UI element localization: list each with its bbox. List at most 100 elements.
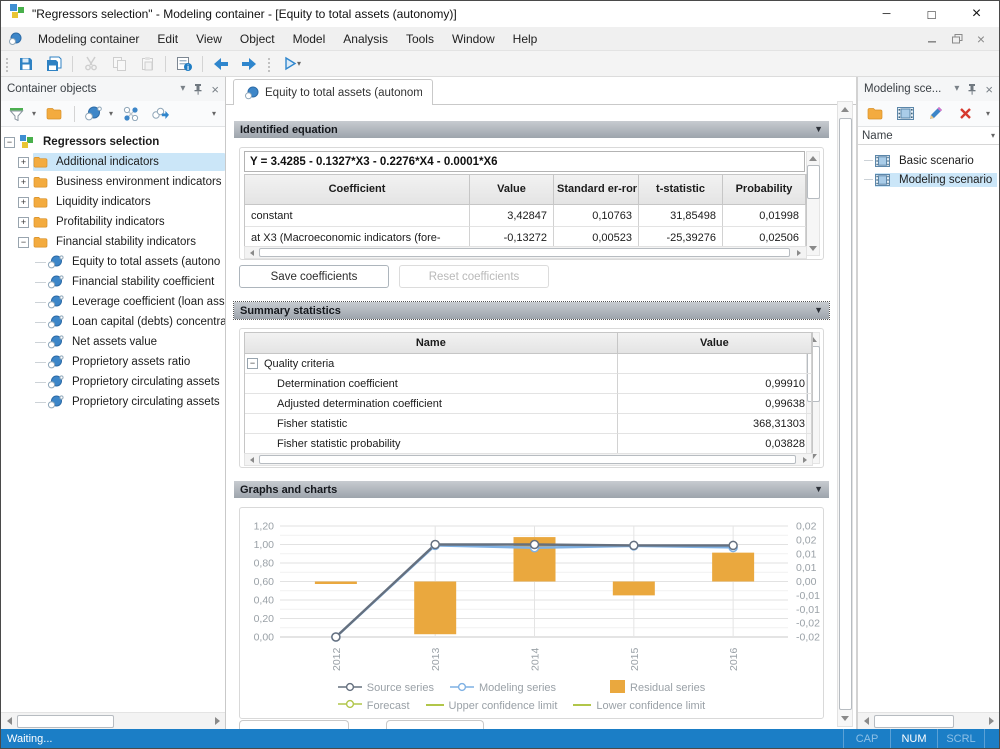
close-button[interactable]: × (971, 5, 982, 22)
tree-item-regressors-selection[interactable]: − Regressors selection (1, 132, 225, 152)
scroll-down-arrow[interactable] (805, 242, 821, 255)
model-dropdown-caret[interactable]: ▾ (109, 108, 114, 118)
tree-item-loan-capital-debts-concentra[interactable]: Loan capital (debts) concentra (1, 312, 225, 332)
maximize-button[interactable]: □ (927, 6, 936, 22)
panel-menu-caret[interactable]: ▾ (180, 83, 186, 94)
link-run-button[interactable] (149, 103, 173, 125)
column-header-0[interactable]: Coefficient (245, 175, 470, 205)
tree-item-financial-stability-indicators[interactable]: − Financial stability indicators (1, 232, 225, 252)
menu-item-modeling-container[interactable]: Modeling container (38, 31, 140, 46)
tree-expander[interactable]: + (18, 196, 29, 208)
filter-dropdown-caret[interactable]: ▾ (32, 108, 37, 118)
run-dropdown-caret[interactable]: ▾ (296, 58, 301, 68)
panel-close-icon[interactable]: × (985, 81, 993, 97)
menu-item-object[interactable]: Object (239, 31, 275, 46)
edit-scenario-button[interactable] (923, 103, 947, 125)
tree-expander[interactable]: + (18, 156, 29, 168)
menu-item-tools[interactable]: Tools (405, 31, 434, 46)
scroll-up-arrow[interactable] (805, 333, 821, 346)
panel-close-icon[interactable]: × (211, 81, 219, 97)
table-row[interactable]: constant 3,42847 0,10763 31,85498 0,01998 (245, 205, 806, 227)
new-model-button[interactable] (83, 103, 103, 125)
back-button[interactable] (209, 53, 233, 75)
hidden-section-button[interactable] (239, 720, 349, 729)
table-row[interactable]: Fisher statistic 368,31303 (245, 414, 812, 434)
column-header-1[interactable]: Value (617, 333, 812, 354)
scroll-up-arrow[interactable] (805, 152, 821, 165)
table-row[interactable]: − Quality criteria (245, 354, 812, 374)
properties-button[interactable]: i (172, 53, 196, 75)
column-header-3[interactable]: t-statistic (639, 175, 723, 205)
tree-item-proprietory-assets-ratio[interactable]: Proprietory assets ratio (1, 352, 225, 372)
scroll-thumb[interactable] (259, 248, 790, 257)
main-vscrollbar[interactable] (837, 101, 853, 727)
scroll-right-arrow[interactable] (209, 714, 225, 729)
tree-expander[interactable]: + (18, 176, 29, 188)
tree-item-additional-indicators[interactable]: + Additional indicators (1, 152, 225, 172)
menu-item-analysis[interactable]: Analysis (343, 31, 388, 46)
new-folder-button[interactable] (42, 103, 66, 125)
collapse-arrow-icon[interactable]: ▼ (814, 305, 823, 315)
tree-expander[interactable]: + (18, 216, 29, 228)
left-panel-hscrollbar[interactable] (1, 712, 225, 729)
new-scenario-button[interactable] (893, 103, 917, 125)
pin-icon[interactable] (193, 83, 203, 95)
table-row[interactable]: Determination coefficient 0,99910 (245, 374, 812, 394)
collapse-arrow-icon[interactable]: ▼ (814, 484, 823, 494)
tree-item-proprietory-circulating-assets[interactable]: Proprietory circulating assets (1, 392, 225, 412)
scroll-right-arrow[interactable] (792, 247, 806, 258)
identified-equation-header[interactable]: Identified equation ▼ (234, 121, 829, 138)
scroll-thumb[interactable] (259, 455, 796, 464)
scroll-left-arrow[interactable] (245, 247, 259, 258)
toolbar-overflow-caret[interactable]: ▾ (985, 108, 990, 118)
scenario-folder-button[interactable] (863, 103, 887, 125)
tree-expander[interactable]: − (4, 136, 15, 148)
table-row[interactable]: Adjusted determination coefficient 0,9963… (245, 394, 812, 414)
right-panel-hscrollbar[interactable] (858, 712, 999, 729)
diagram-button[interactable] (119, 103, 143, 125)
mdi-minimize-button[interactable] (927, 34, 938, 43)
save-all-button[interactable] (42, 53, 66, 75)
scenario-item-basic-scenario[interactable]: Basic scenario (858, 151, 999, 170)
tree-item-equity-to-total-assets-autono[interactable]: Equity to total assets (autono (1, 252, 225, 272)
tree-item-proprietory-circulating-assets[interactable]: Proprietory circulating assets (1, 372, 225, 392)
scroll-up-arrow[interactable] (837, 102, 853, 117)
save-coefficients-button[interactable]: Save coefficients (239, 265, 389, 288)
tree-item-leverage-coefficient-loan-ass[interactable]: Leverage coefficient (loan ass (1, 292, 225, 312)
coefficients-hscrollbar[interactable] (244, 246, 807, 259)
scroll-thumb[interactable] (838, 118, 852, 710)
column-filter-caret[interactable]: ▾ (990, 130, 995, 140)
delete-scenario-button[interactable] (953, 103, 977, 125)
table-row[interactable]: at X3 (Macroeconomic indicators (fore- -0… (245, 227, 806, 249)
scroll-right-arrow[interactable] (798, 454, 812, 465)
tree-item-net-assets-value[interactable]: Net assets value (1, 332, 225, 352)
panel-menu-caret[interactable]: ▾ (954, 83, 960, 94)
mdi-restore-button[interactable] (951, 33, 963, 44)
equation-vscrollbar[interactable] (806, 151, 820, 256)
tree-item-profitability-indicators[interactable]: + Profitability indicators (1, 212, 225, 232)
scenario-column-header[interactable]: Name ▾ (858, 127, 999, 145)
scroll-thumb[interactable] (874, 714, 954, 728)
scroll-thumb[interactable] (17, 714, 114, 728)
tree-item-business-environment-indicators[interactable]: + Business environment indicators (1, 172, 225, 192)
summary-vscrollbar[interactable] (806, 332, 820, 464)
summary-statistics-header[interactable]: Summary statistics ▼ (233, 301, 830, 320)
filter-button[interactable] (6, 103, 26, 125)
column-header-4[interactable]: Probability (723, 175, 806, 205)
group-expander[interactable]: − (247, 358, 258, 369)
menu-item-model[interactable]: Model (292, 31, 326, 46)
summary-hscrollbar[interactable] (244, 453, 813, 466)
scroll-right-arrow[interactable] (983, 714, 999, 729)
collapse-arrow-icon[interactable]: ▼ (814, 124, 823, 134)
scroll-left-arrow[interactable] (245, 454, 259, 465)
pin-icon[interactable] (967, 83, 977, 95)
hidden-section-button[interactable] (386, 720, 484, 729)
scroll-thumb[interactable] (806, 165, 820, 199)
minimize-button[interactable]: ─ (882, 8, 891, 20)
table-row[interactable]: Fisher statistic probability 0,03828 (245, 434, 812, 454)
column-header-1[interactable]: Value (470, 175, 554, 205)
column-header-2[interactable]: Standard er-ror (554, 175, 639, 205)
column-header-0[interactable]: Name (245, 333, 618, 354)
toolbar-overflow-caret[interactable]: ▾ (211, 108, 216, 118)
run-button[interactable]: ▾ (276, 53, 308, 75)
